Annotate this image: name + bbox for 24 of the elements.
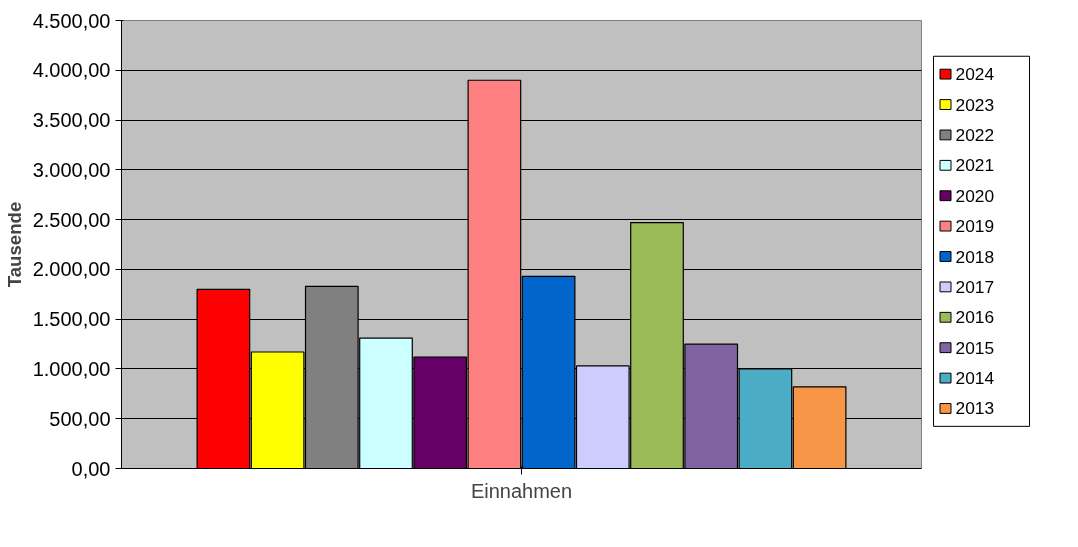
legend-label: 2023 (955, 94, 995, 115)
y-tick-label: 1.500,00 (32, 308, 111, 331)
y-tick-label: 4.000,00 (32, 59, 111, 82)
legend-label: 2022 (955, 124, 995, 145)
legend-label: 2019 (955, 216, 995, 237)
legend-label: 2024 (955, 64, 995, 85)
legend-label: 2016 (955, 307, 995, 328)
y-tick-label: 500,00 (49, 407, 111, 430)
y-tick-label: 3.500,00 (32, 109, 111, 132)
y-tick-label: 1.000,00 (32, 357, 111, 380)
y-tick-label: 2.500,00 (32, 208, 111, 231)
legend-label: 2017 (955, 276, 995, 297)
legend-label: 2021 (955, 155, 995, 176)
legend-label: 2014 (955, 368, 995, 389)
legend-label: 2020 (955, 185, 995, 206)
y-tick-label: 0,00 (71, 457, 111, 480)
y-axis-title: Tausende (3, 201, 25, 288)
legend-label: 2013 (955, 398, 995, 419)
legend-label: 2015 (955, 337, 995, 358)
y-tick-label: 3.000,00 (32, 158, 111, 181)
y-tick-label: 2.000,00 (32, 258, 111, 281)
x-tick-label: Einnahmen (470, 479, 573, 502)
y-tick-label: 4.500,00 (32, 9, 111, 32)
legend-label: 2018 (955, 246, 995, 267)
